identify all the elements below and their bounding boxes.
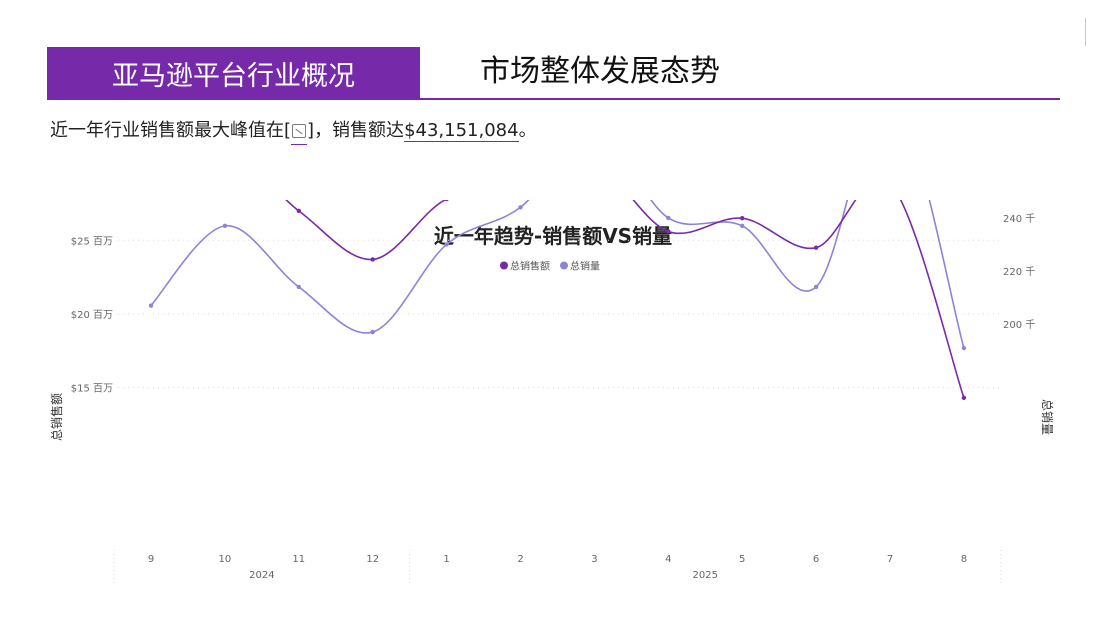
peak-sales-value: $43,151,084 bbox=[404, 120, 519, 142]
y-left-tick-label: $25 百万 bbox=[71, 235, 113, 247]
legend-label-sales: 总销售额 bbox=[510, 260, 550, 273]
volume-point bbox=[666, 215, 671, 221]
legend-marker-sales bbox=[500, 261, 508, 270]
volume-point bbox=[444, 242, 449, 247]
volume-point bbox=[148, 303, 154, 308]
sales-point bbox=[961, 395, 967, 401]
y-right-tick-label: 220 千 bbox=[1003, 266, 1035, 278]
x-tick-label: 3 bbox=[591, 554, 597, 565]
volume-point bbox=[296, 284, 301, 290]
x-tick-label: 4 bbox=[665, 554, 671, 565]
volume-point bbox=[740, 223, 745, 229]
chart-title: 近一年趋势-销售额VS销量 bbox=[434, 224, 672, 248]
x-tick-label: 9 bbox=[148, 554, 154, 565]
x-tick-label: 10 bbox=[219, 554, 232, 565]
header-tab[interactable]: 亚马逊平台行业概况 bbox=[47, 47, 420, 99]
page-title: 市场整体发展态势 bbox=[480, 54, 720, 89]
sales-point bbox=[813, 245, 819, 250]
x-tick-label: 6 bbox=[813, 554, 819, 565]
y-left-tick-label: $20 百万 bbox=[71, 309, 113, 321]
peak-month-placeholder bbox=[291, 118, 308, 145]
x-tick-label: 1 bbox=[443, 554, 449, 565]
broken-image-icon bbox=[292, 124, 307, 138]
legend-item-sales[interactable]: 总销售额 bbox=[500, 260, 550, 273]
y-left-tick-label: $15 百万 bbox=[71, 383, 113, 395]
legend-marker-volume bbox=[560, 261, 568, 270]
volume-point bbox=[813, 284, 819, 290]
x-tick-label: 11 bbox=[292, 554, 305, 565]
sales-point bbox=[296, 208, 301, 214]
legend-item-volume[interactable]: 总销量 bbox=[560, 260, 600, 273]
chart-legend: 总销售额 总销量 bbox=[500, 260, 600, 273]
volume-point bbox=[961, 345, 967, 351]
x-tick-label: 7 bbox=[887, 554, 893, 565]
legend-label-volume: 总销量 bbox=[570, 260, 600, 273]
sales-point bbox=[740, 216, 745, 221]
header-tab-label: 亚马逊平台行业概况 bbox=[112, 60, 355, 92]
volume-point bbox=[222, 223, 228, 229]
series-sales bbox=[285, 200, 967, 401]
x-tick-label: 5 bbox=[739, 554, 745, 565]
sales-point bbox=[666, 229, 671, 234]
x-tick-label: 8 bbox=[961, 554, 967, 565]
volume-point bbox=[370, 329, 375, 335]
sales-point bbox=[370, 257, 375, 262]
summary-suffix: 。 bbox=[518, 120, 537, 141]
sales-volume-chart: 近一年趋势-销售额VS销量 总销售额 总销量 总销售额 总销量 $15 百万 $2… bbox=[49, 200, 1054, 584]
y-right-tick-label: 200 千 bbox=[1003, 319, 1035, 331]
summary-text: 近一年行业销售额最大峰值在[]，销售额达$43,151,084。 bbox=[50, 118, 537, 145]
y-right-tick-label: 240 千 bbox=[1003, 213, 1035, 225]
header-divider bbox=[47, 98, 1060, 100]
x-year-label: 2025 bbox=[693, 570, 718, 581]
y-left-axis-label: 总销售额 bbox=[49, 393, 64, 441]
series-volume bbox=[148, 200, 967, 351]
x-tick-label: 2 bbox=[517, 554, 523, 565]
x-tick-label: 12 bbox=[366, 554, 379, 565]
y-right-axis-label: 总销量 bbox=[1040, 399, 1054, 435]
summary-middle: ，销售额达 bbox=[314, 120, 405, 141]
sales-point bbox=[444, 200, 449, 202]
volume-point bbox=[518, 205, 523, 210]
window-edge bbox=[1085, 18, 1086, 46]
summary-bracket-close: ] bbox=[307, 120, 315, 141]
summary-prefix: 近一年行业销售额最大峰值在[ bbox=[50, 120, 292, 141]
x-year-label: 2024 bbox=[249, 570, 274, 581]
